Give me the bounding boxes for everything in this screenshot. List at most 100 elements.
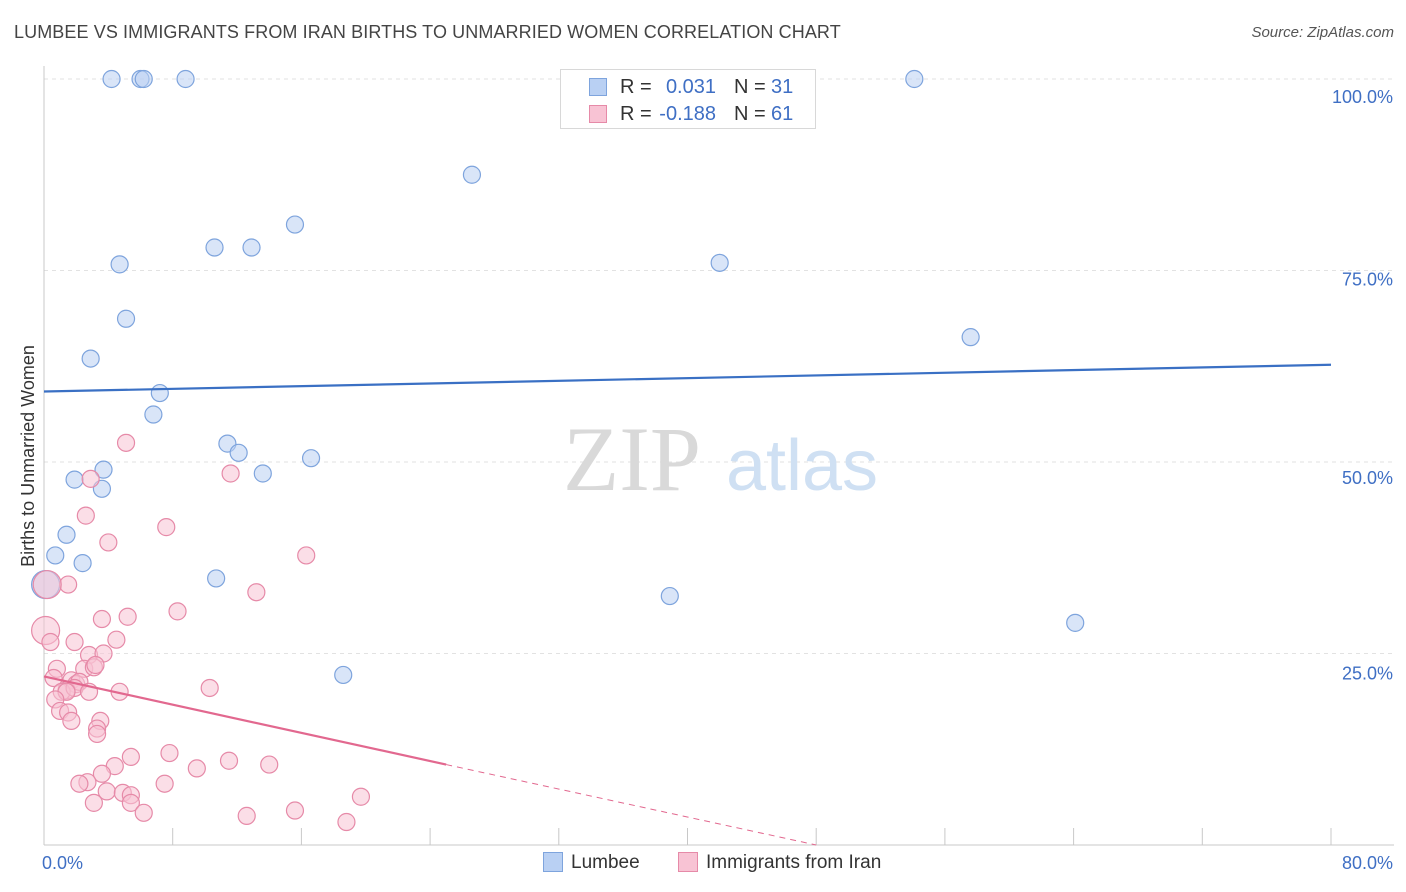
iran-point	[65, 632, 84, 652]
iran-point	[59, 575, 78, 594]
iran-point	[62, 711, 81, 731]
iran-point	[187, 759, 206, 778]
iran-swatch	[589, 105, 607, 123]
correlation-legend: R = 0.031 N = 31 R = -0.188 N = 61	[560, 69, 816, 129]
lumbee-point	[144, 405, 163, 424]
trend-line-iran	[43, 675, 447, 766]
lumbee-point	[73, 554, 92, 573]
lumbee-point	[94, 460, 113, 479]
legend-row-iran: R = -0.188 N = 61	[561, 101, 815, 127]
lumbee-point	[242, 238, 261, 257]
y-tick-label: 75.0%	[1342, 270, 1393, 290]
iran-point	[237, 806, 256, 825]
lumbee-point	[46, 546, 65, 565]
y-tick-label: 100.0%	[1332, 87, 1393, 107]
lumbee-point	[462, 165, 482, 184]
lumbee-point	[1066, 613, 1085, 632]
iran-point	[118, 607, 137, 626]
r-label: R =	[620, 103, 652, 125]
lumbee-point	[81, 349, 100, 368]
iran-point	[219, 751, 239, 770]
iran-point	[87, 724, 107, 744]
iran-point	[92, 764, 112, 783]
lumbee-point	[253, 464, 272, 483]
iran-point	[99, 533, 118, 552]
iran-point	[121, 747, 140, 767]
lumbee-swatch	[589, 78, 607, 96]
iran-point	[121, 793, 140, 812]
y-axis-label: Births to Unmarried Women	[18, 345, 38, 567]
lumbee-point	[65, 470, 84, 489]
iran-point	[168, 602, 187, 621]
legend-item-lumbee[interactable]: Lumbee	[543, 852, 640, 874]
iran-point	[351, 787, 371, 806]
trend-line-iran-extension	[446, 764, 817, 846]
watermark: ZIP atlas	[563, 408, 878, 510]
iran-point	[157, 518, 176, 537]
iran-point	[32, 569, 62, 600]
lumbee-point	[102, 69, 121, 89]
watermark-atlas: atlas	[726, 426, 878, 506]
lumbee-point	[229, 443, 248, 462]
lumbee-point	[150, 383, 169, 403]
r-label: R =	[620, 76, 652, 98]
points-layer	[31, 69, 1085, 832]
iran-point	[160, 743, 179, 763]
r-value: 0.031	[665, 76, 716, 98]
lumbee-point	[116, 309, 136, 328]
n-label: N =	[734, 103, 766, 125]
lumbee-point	[205, 238, 224, 257]
tick-labels: 100.0% 75.0% 50.0% 25.0% 0.0% 80.0%	[42, 87, 1393, 873]
x-tick-label: 80.0%	[1342, 853, 1393, 873]
lumbee-point	[207, 569, 226, 588]
lumbee-point	[710, 253, 729, 272]
iran-point	[134, 803, 153, 822]
iran-point	[285, 801, 305, 820]
legend-label-lumbee: Lumbee	[571, 852, 640, 873]
n-value: 31	[771, 76, 794, 98]
lumbee-point	[176, 69, 195, 89]
iran-point	[221, 464, 240, 483]
legend-label-iran: Immigrants from Iran	[706, 852, 882, 873]
iran-point	[41, 632, 60, 652]
iran-point	[337, 812, 356, 832]
n-value: 61	[771, 103, 794, 125]
watermark-zip: ZIP	[563, 408, 701, 510]
iran-point	[297, 546, 316, 565]
iran-swatch	[678, 852, 698, 872]
lumbee-point	[301, 449, 321, 468]
lumbee-swatch	[543, 852, 563, 872]
x-tick-label: 0.0%	[42, 853, 83, 873]
iran-point	[81, 469, 100, 488]
iran-point	[247, 583, 266, 602]
iran-point	[70, 774, 89, 793]
y-tick-label: 50.0%	[1342, 468, 1393, 488]
axes-layer	[43, 66, 1394, 846]
lumbee-point	[961, 328, 980, 347]
y-tick-label: 25.0%	[1342, 664, 1393, 684]
source-credit: Source: ZipAtlas.com	[1251, 24, 1394, 41]
lumbee-point	[660, 586, 679, 606]
grid-layer	[44, 78, 1394, 654]
lumbee-point	[334, 665, 353, 685]
iran-point	[200, 678, 219, 698]
iran-point	[76, 506, 95, 525]
legend-item-iran[interactable]: Immigrants from Iran	[678, 852, 881, 874]
r-value: -0.188	[659, 103, 716, 125]
iran-point	[155, 774, 174, 793]
lumbee-point	[285, 215, 305, 234]
iran-point	[116, 433, 136, 452]
iran-point	[107, 630, 126, 649]
series-legend: Lumbee Immigrants from Iran	[0, 852, 1406, 876]
lumbee-point	[134, 69, 153, 89]
trend-layer	[43, 363, 1332, 846]
iran-point	[92, 609, 112, 629]
lumbee-point	[110, 255, 129, 274]
lumbee-point	[57, 525, 76, 544]
iran-point	[260, 755, 279, 774]
iran-point	[86, 655, 105, 675]
trend-line-lumbee	[43, 363, 1332, 393]
chart-title: LUMBEE VS IMMIGRANTS FROM IRAN BIRTHS TO…	[14, 22, 841, 42]
iran-point	[84, 793, 103, 812]
